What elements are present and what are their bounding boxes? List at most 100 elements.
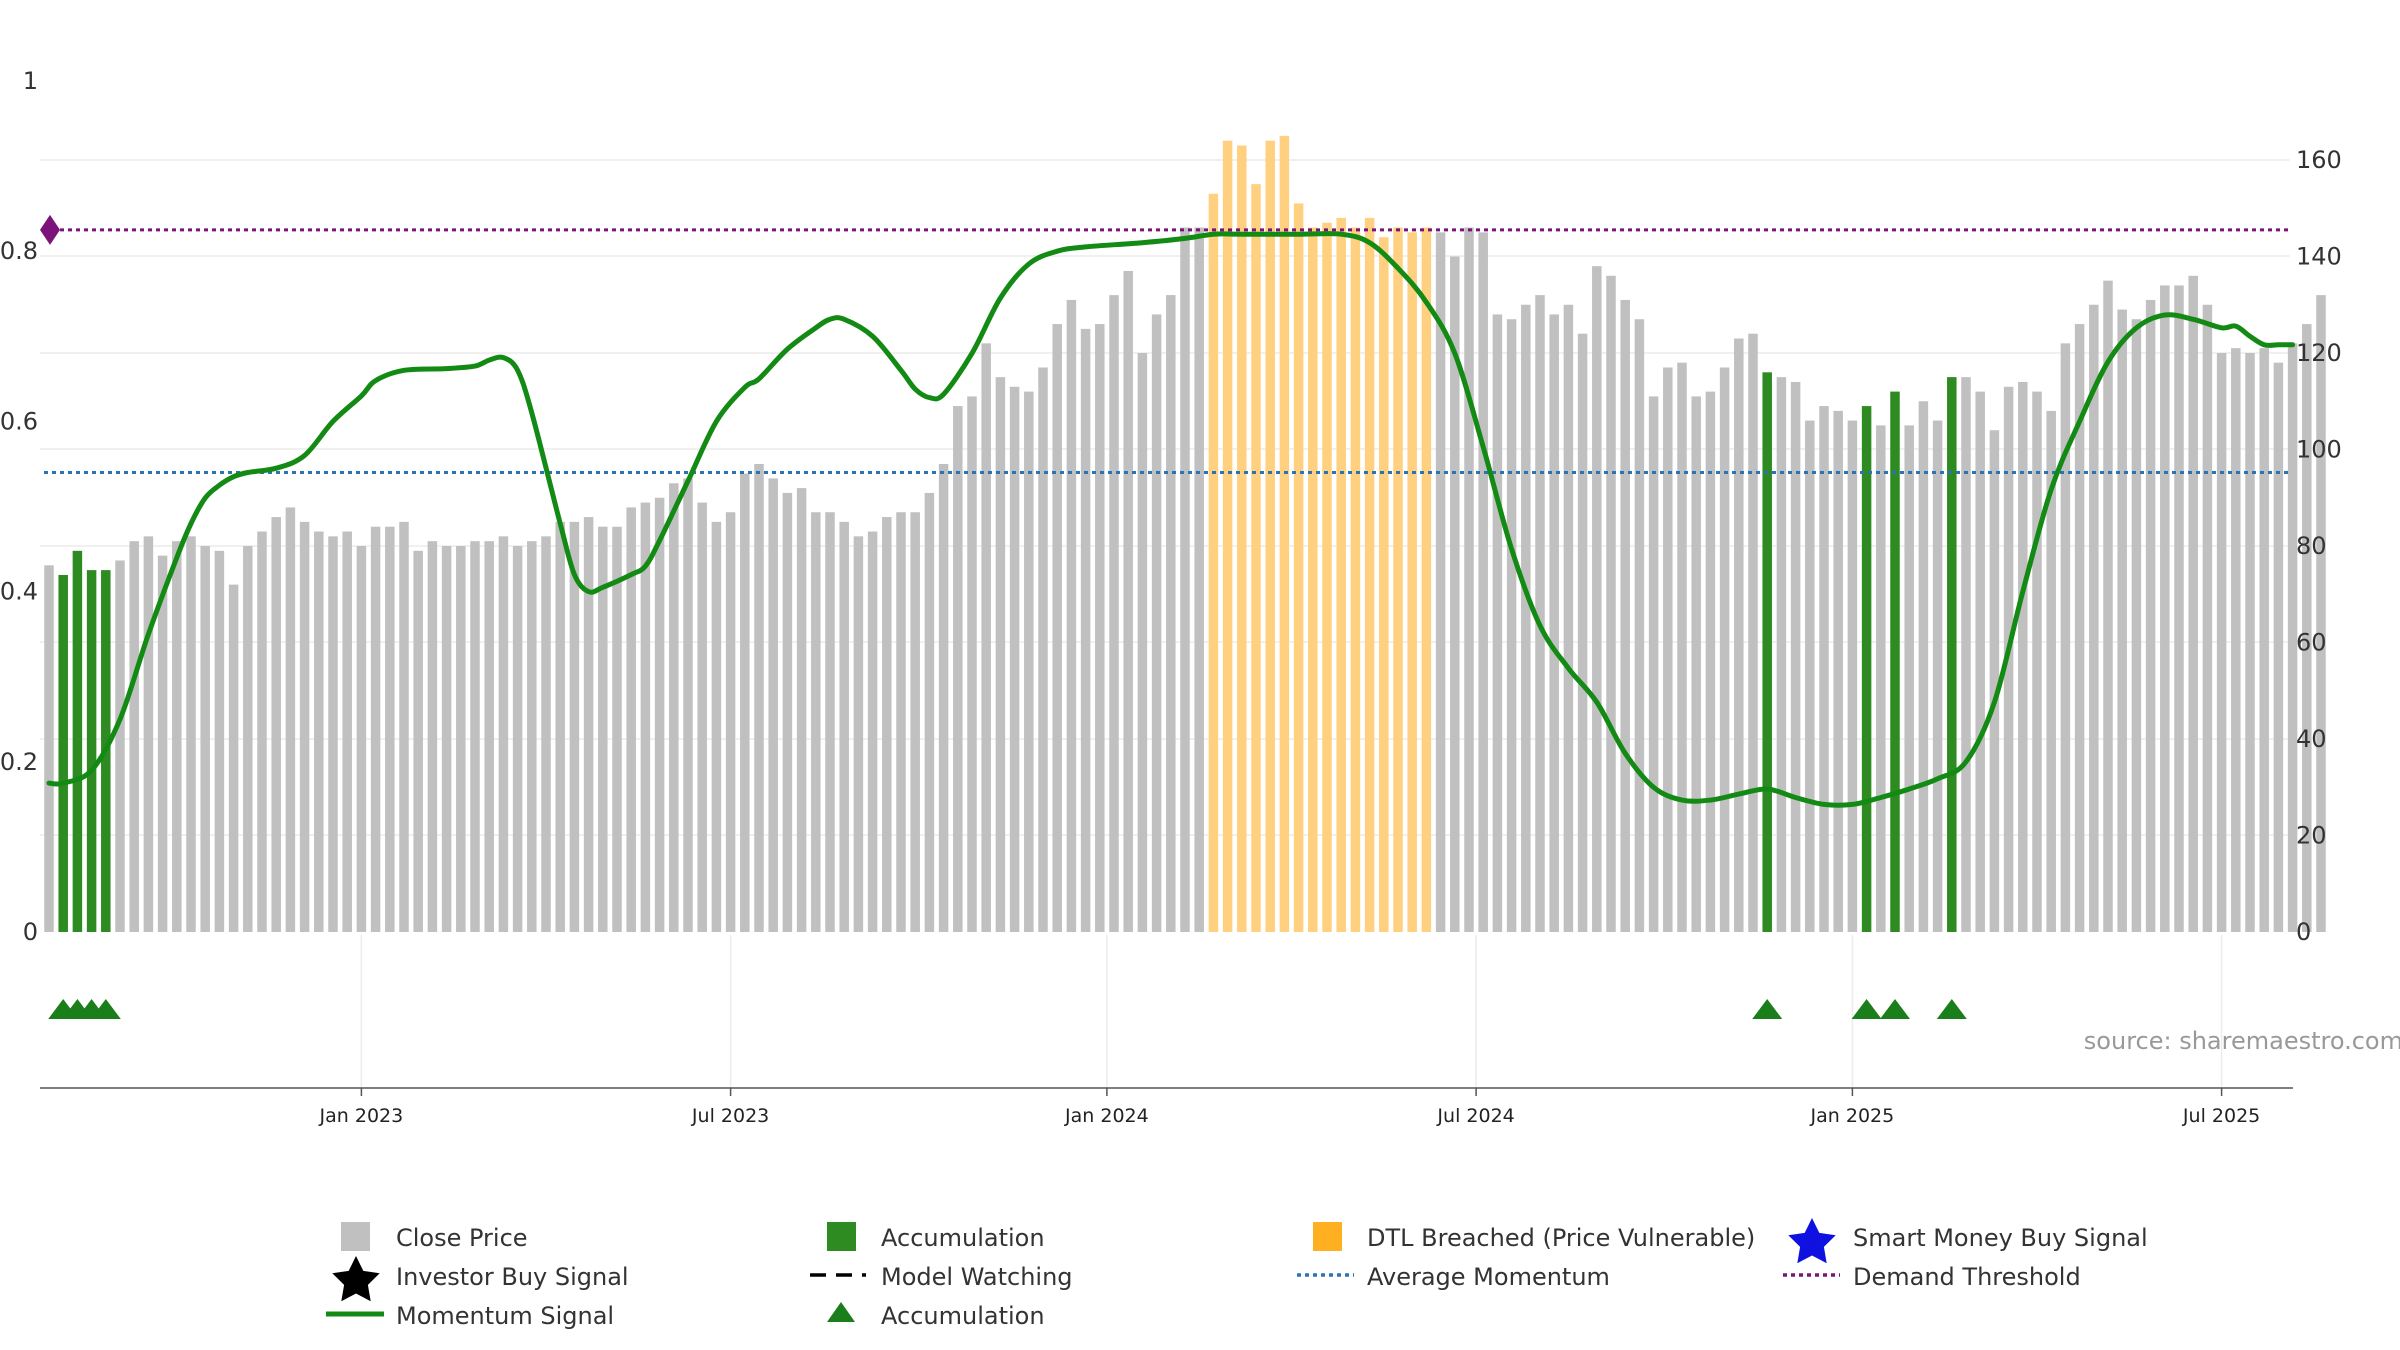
close-price-bar-75	[1109, 295, 1119, 933]
close-price-bar-0	[44, 565, 54, 932]
close-price-bar-43	[654, 497, 665, 932]
x-tick-label-1: Jul 2023	[691, 1105, 769, 1127]
close-price-bar-41	[626, 507, 636, 932]
close-price-bar-38	[583, 517, 594, 932]
close-price-bar-13	[228, 584, 239, 932]
source-note: source: sharemaestro.com	[2084, 1027, 2400, 1055]
close-price-bar-132	[1918, 401, 1929, 932]
close-price-bar-25	[399, 521, 409, 932]
x-tick-label-2: Jan 2024	[1064, 1105, 1149, 1127]
demand-threshold-diamond-icon	[40, 214, 60, 245]
close-price-bar-124	[1805, 420, 1815, 932]
close-price-bar-8	[157, 555, 168, 932]
close-price-bar-120	[1748, 333, 1758, 932]
left-axis-tick-1: 0.2	[0, 748, 38, 776]
close-price-bar-148	[2145, 299, 2156, 932]
dtl-breached-bar-93	[1364, 217, 1375, 932]
x-axis: Jan 2023 Jul 2023 Jan 2024 Jul 2024 Jan 2025…	[319, 1088, 2260, 1127]
close-price-bar-101	[1478, 232, 1488, 932]
close-price-bar-7	[143, 536, 154, 932]
close-price-bar-56	[839, 521, 849, 932]
close-price-bar-100	[1464, 227, 1474, 933]
close-price-bar-116	[1691, 396, 1701, 932]
left-axis-tick-0: 0	[23, 918, 38, 946]
close-price-bar-146	[2117, 309, 2127, 932]
close-price-bar-156	[2259, 348, 2269, 932]
accumulation-triangle-icon-3	[90, 999, 121, 1019]
close-price-bar-103	[1506, 319, 1517, 933]
close-price-bar-80	[1180, 227, 1190, 933]
close-price-bar-19	[314, 531, 324, 932]
close-price-bar-35	[541, 536, 551, 932]
close-price-bar-143	[2074, 324, 2085, 932]
accumulation-bar-2	[72, 550, 83, 932]
close-price-bar-159	[2302, 324, 2312, 932]
left-axis-tick-4: 0.8	[0, 237, 38, 265]
right-axis-tick-3: 60	[2296, 629, 2327, 657]
close-price-bar-111	[1620, 299, 1630, 932]
close-price-bar-10	[186, 536, 196, 932]
close-price-bar-23	[370, 526, 381, 932]
left-axis-tick-2: 0.4	[0, 578, 38, 606]
close-price-bar-6	[129, 541, 139, 932]
close-price-bar-47	[711, 521, 722, 932]
close-price-bar-135	[1961, 377, 1971, 932]
close-price-bar-18	[299, 521, 310, 932]
triangle-icon-accumulation	[827, 1302, 855, 1322]
dtl-breached-bar-89	[1308, 227, 1318, 933]
close-price-bar-22	[356, 546, 367, 932]
close-price-bar-126	[1833, 410, 1843, 932]
close-price-bar-149	[2160, 285, 2170, 932]
accumulation-bar-3	[86, 570, 97, 932]
legend-demand-threshold: Demand Threshold	[1853, 1263, 2081, 1291]
close-price-bar-52	[782, 492, 793, 932]
close-price-bar-42	[640, 502, 651, 932]
legend-investor-buy: Investor Buy Signal	[396, 1263, 629, 1291]
close-price-bar-125	[1819, 406, 1829, 932]
close-price-bar-17	[285, 507, 296, 932]
accumulation-bar-130	[1890, 391, 1900, 933]
close-price-bar-152	[2202, 304, 2213, 932]
close-price-bar-78	[1151, 314, 1162, 932]
accumulation-triangle-icon-5	[1851, 999, 1882, 1019]
close-price-bar-139	[2018, 381, 2028, 932]
close-price-bar-66	[981, 343, 991, 933]
close-price-bar-99	[1450, 256, 1460, 932]
close-price-bar-122	[1776, 377, 1787, 932]
close-price-bar-113	[1648, 396, 1659, 932]
accumulation-triangle-icon-6	[1880, 999, 1910, 1019]
close-price-bar-67	[995, 377, 1006, 932]
close-price-bar-64	[953, 406, 963, 932]
close-price-bar-158	[2287, 343, 2298, 933]
close-price-bar-136	[1975, 391, 1985, 933]
legend-model-watching: Model Watching	[881, 1263, 1073, 1291]
accumulation-bar-1	[58, 574, 68, 932]
close-price-bar-31	[484, 541, 494, 932]
close-price-bar-32	[498, 536, 509, 932]
close-price-bar-50	[754, 463, 764, 932]
close-price-bar-76	[1123, 270, 1133, 933]
close-price-bar-127	[1847, 420, 1858, 932]
momentum-signal-line	[46, 231, 2296, 808]
close-price-bar-16	[271, 517, 281, 932]
legend-smart-money: Smart Money Buy Signal	[1853, 1224, 2148, 1252]
x-tick-label-5: Jul 2025	[2182, 1105, 2260, 1127]
close-price-bar-131	[1904, 425, 1914, 932]
close-price-bar-74	[1095, 324, 1105, 932]
close-price-bar-44	[669, 483, 679, 932]
close-price-bar-155	[2245, 353, 2255, 932]
close-price-bar-60	[896, 512, 906, 932]
legend-accumulation-swatch	[827, 1222, 856, 1251]
right-axis-tick-0: 0	[2296, 918, 2311, 946]
right-axis-tick-8: 160	[2296, 146, 2342, 174]
close-price-bar-147	[2131, 319, 2142, 933]
close-price-bar-70	[1038, 367, 1048, 933]
close-price-bar-40	[612, 526, 622, 932]
close-price-bar-54	[811, 512, 821, 932]
close-price-bar-26	[413, 550, 423, 932]
close-price-bar-115	[1677, 362, 1687, 932]
legend-momentum-signal: Momentum Signal	[396, 1302, 614, 1330]
close-price-bar-145	[2103, 280, 2113, 932]
legend-accumulation-bar: Accumulation	[881, 1224, 1045, 1252]
